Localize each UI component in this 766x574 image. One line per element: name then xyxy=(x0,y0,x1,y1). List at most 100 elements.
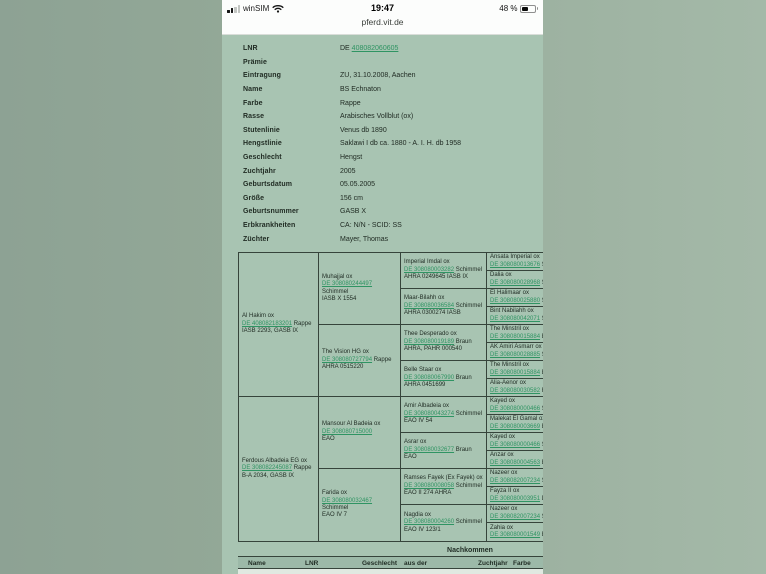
horse-lnr-link[interactable]: DE 308080004563 xyxy=(490,459,541,466)
horse-name: The Vision HG ox xyxy=(322,349,369,356)
horse-lnr-link[interactable]: DE 308080001549 xyxy=(490,532,541,538)
info-value: DE 408082060605 xyxy=(340,45,398,52)
pedigree-cell: Malekat El Gamal ox DE 308080003669 B xyxy=(487,415,543,433)
horse-lnr-link[interactable]: DE 308080244497 xyxy=(322,281,373,288)
horse-lnr-link[interactable]: DE 308080004260 xyxy=(404,519,455,526)
info-label: Züchter xyxy=(243,235,270,243)
horse-lnr-link[interactable]: DE 308082007234 xyxy=(490,477,541,484)
pedigree-cell: Amir Albadeia ox DE 308080043274 Schimme… xyxy=(401,397,487,433)
horse-lnr-link[interactable]: DE 308080003951 xyxy=(490,495,541,502)
horse-name: Nazeer ox xyxy=(490,506,518,513)
horse-lnr-link[interactable]: DE 308080727794 xyxy=(322,356,373,363)
info-label: Größe xyxy=(243,194,265,202)
horse-name: Farida ox xyxy=(322,490,348,497)
info-value: Venus db 1890 xyxy=(340,127,387,134)
horse-lnr-link[interactable]: DE 308080715000 xyxy=(322,428,373,435)
horse-lnr-link[interactable]: DE 308080043274 xyxy=(404,410,455,417)
status-bar-right: 48 % xyxy=(499,4,538,13)
info-label: Stutenlinie xyxy=(243,126,280,134)
info-row: Geburtsdatum 05.05.2005 xyxy=(243,178,535,192)
battery-percent-label: 48 % xyxy=(499,4,518,13)
nachkommen-column-label: Farbe xyxy=(513,559,531,567)
horse-lnr-link[interactable]: DE 308080025880 xyxy=(490,297,541,304)
horse-color: Rappe xyxy=(293,320,312,327)
info-row: Erbkrankheiten CA: N/N - SCID: SS xyxy=(243,219,535,233)
info-value-text: ZU, 31.10.2008, Aachen xyxy=(340,72,416,80)
horse-name: The Minstril ox xyxy=(490,326,530,333)
horse-lnr-link[interactable]: DE 308080015884 xyxy=(490,369,541,376)
horse-lnr-link[interactable]: DE 308080032467 xyxy=(322,497,373,504)
horse-lnr-line: DE 308082007234 S xyxy=(490,514,543,521)
horse-color: Braun xyxy=(455,338,472,345)
horse-color: Rappe xyxy=(373,356,392,363)
horse-lnr-link[interactable]: DE 408082183201 xyxy=(242,320,293,327)
horse-color: Schimmel xyxy=(455,266,483,273)
horse-lnr-line: DE 308080008058 Schimmel xyxy=(404,483,483,490)
horse-lnr-link[interactable]: DE 308080028885 xyxy=(490,351,541,358)
horse-lnr-link[interactable]: DE 308080000466 xyxy=(490,441,541,448)
nachkommen-column-label: Zuchtjahr xyxy=(478,559,508,567)
horse-registry: EAO IV 54 xyxy=(404,418,433,425)
horse-lnr-link[interactable]: DE 308080028968 xyxy=(490,279,541,286)
horse-name: Malekat El Gamal ox xyxy=(490,416,543,423)
horse-lnr-link[interactable]: DE 308080032677 xyxy=(404,446,455,453)
horse-lnr-link[interactable]: DE 308080003669 xyxy=(490,423,541,430)
horse-name: Ansata Imperial ox xyxy=(490,254,540,261)
info-row: Name BS Echnaton xyxy=(243,83,535,97)
pedigree-cell: Nazeer ox DE 308082007234 S xyxy=(487,469,543,487)
horse-lnr-link[interactable]: DE 308080030582 xyxy=(490,387,541,394)
horse-lnr-line: DE 308080036584 Schimmel xyxy=(404,303,483,310)
horse-lnr-line: DE 308080000466 S xyxy=(490,442,543,449)
horse-lnr-link[interactable]: DE 308080013676 xyxy=(490,261,541,268)
horse-lnr-line: DE 308080019189 Braun xyxy=(404,339,483,346)
horse-color: S xyxy=(542,406,543,412)
horse-lnr-line: DE 308080001549 B xyxy=(490,532,543,539)
phone-screenshot: winSIM 19:47 pferd.vit.de 48 % LNR xyxy=(222,0,543,574)
horse-color: B xyxy=(542,460,543,466)
address-bar-url[interactable]: pferd.vit.de xyxy=(361,17,404,27)
horse-color: Schimmel xyxy=(455,302,483,309)
pedigree-cell: Kayed ox DE 308080000466 S xyxy=(487,433,543,451)
pedigree-cell: Asrar ox DE 308080032677 Braun EAO xyxy=(401,433,487,469)
pedigree-cell: Nagdia ox DE 308080004260 Schimmel EAO I… xyxy=(401,505,487,541)
horse-lnr-link[interactable]: DE 308080019189 xyxy=(404,338,455,345)
horse-lnr-link[interactable]: DE 308080000466 xyxy=(490,405,541,412)
info-value: 156 cm xyxy=(340,195,363,202)
horse-lnr-link[interactable]: DE 308082007234 xyxy=(490,513,541,520)
info-value-text: 2005 xyxy=(340,167,356,175)
status-bar-left: winSIM xyxy=(227,4,284,13)
horse-registry: AHRA, PAHR 000540 xyxy=(404,346,462,353)
horse-lnr-link[interactable]: DE 308080008058 xyxy=(404,482,455,489)
info-value: 05.05.2005 xyxy=(340,181,375,188)
horse-lnr-link[interactable]: DE 308080067990 xyxy=(404,374,455,381)
signal-strength-icon xyxy=(227,5,240,13)
horse-lnr-link[interactable]: DE 308080003282 xyxy=(404,266,455,273)
pedigree-cell: Ramses Fayek (Ex Fayek) ox DE 3080800080… xyxy=(401,469,487,505)
pedigree-cell: Kayed ox DE 308080000466 S xyxy=(487,397,543,415)
pedigree-cell: Fayza II ox DE 308080003951 D xyxy=(487,487,543,505)
horse-name: Asrar ox xyxy=(404,439,427,446)
horse-lnr-link[interactable]: DE 308080015884 xyxy=(490,333,541,340)
horse-color: D xyxy=(542,496,543,502)
nachkommen-section: Nachkommen Name LNR Geschlecht aus der Zucht… xyxy=(238,547,543,574)
horse-lnr-line: DE 408082183201 Rappe xyxy=(242,321,315,328)
info-row: Farbe Rappe xyxy=(243,96,535,110)
horse-registry: AHRA 0300274 IASB xyxy=(404,310,461,317)
horse-registry: EAO xyxy=(404,454,417,461)
carrier-label: winSIM xyxy=(243,4,270,13)
horse-lnr-line: DE 308080067990 Braun xyxy=(404,375,483,382)
horse-name: El Halimaar ox xyxy=(490,290,530,297)
nachkommen-column-label: LNR xyxy=(305,559,319,567)
horse-lnr-link[interactable]: DE 308080042071 xyxy=(490,315,541,322)
info-row: Prämie xyxy=(243,56,535,70)
lnr-link[interactable]: 408082060605 xyxy=(351,45,399,53)
horse-lnr-link[interactable]: DE 308082245087 xyxy=(242,465,293,472)
info-value: CA: N/N - SCID: SS xyxy=(340,222,402,229)
horse-lnr-line: DE 308080042071 S xyxy=(490,316,543,323)
horse-color: Schimmel xyxy=(455,410,483,417)
info-value-text: Saklawi I db ca. 1880 - A. I. H. db 1958 xyxy=(340,140,462,148)
pedigree-cell: Mansour Al Badeia ox DE 308080715000 EAO xyxy=(319,397,401,469)
horse-lnr-link[interactable]: DE 308080036584 xyxy=(404,302,455,309)
horse-name: Imperial Imdal ox xyxy=(404,259,450,266)
horse-color: S xyxy=(542,316,543,322)
